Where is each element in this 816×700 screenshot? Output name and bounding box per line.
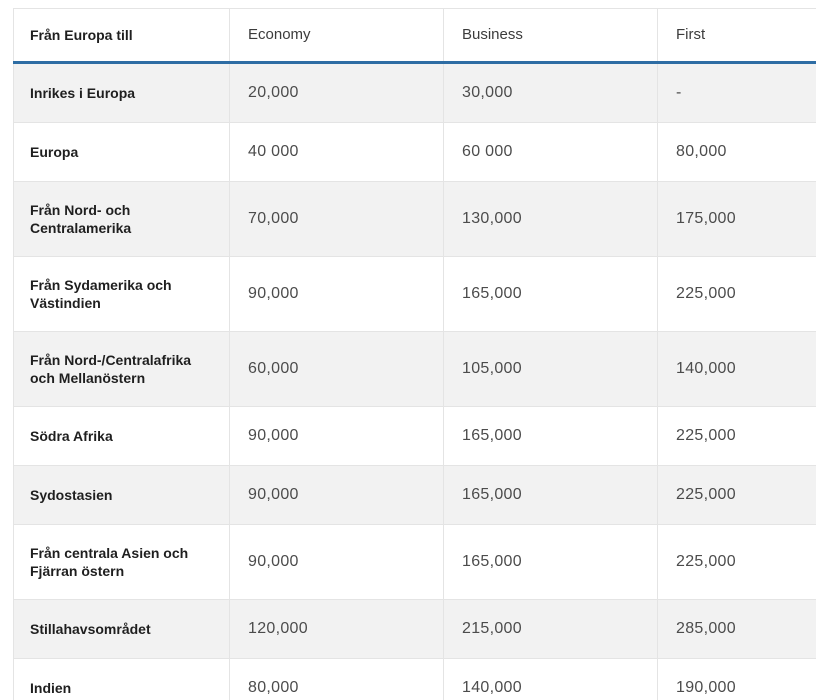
business-cell: 130,000 [443, 181, 658, 257]
first-cell: 285,000 [657, 599, 816, 659]
table-row: Från Nord-/Centralafrika och Mellanöster… [13, 331, 816, 407]
header-row: Från Europa till Economy Business First [13, 8, 816, 63]
row-label-cell: Från Sydamerika och Västindien [13, 256, 230, 332]
economy-cell: 120,000 [229, 599, 444, 659]
column-header-first: First [657, 8, 816, 63]
row-label-cell: Södra Afrika [13, 406, 230, 466]
business-cell: 165,000 [443, 256, 658, 332]
business-cell: 165,000 [443, 465, 658, 525]
table-row: Stillahavsområdet 120,000 215,000 285,00… [13, 599, 816, 659]
first-cell: 140,000 [657, 331, 816, 407]
row-label-cell: Europa [13, 122, 230, 182]
column-header-business: Business [443, 8, 658, 63]
economy-cell: 90,000 [229, 465, 444, 525]
table-row: Inrikes i Europa 20,000 30,000 - [13, 62, 816, 123]
award-table-wrap: Från Europa till Economy Business First … [13, 8, 816, 700]
business-cell: 140,000 [443, 658, 658, 700]
economy-cell: 90,000 [229, 524, 444, 600]
business-cell: 105,000 [443, 331, 658, 407]
column-header-origin: Från Europa till [13, 8, 230, 63]
row-label-cell: Sydostasien [13, 465, 230, 525]
award-table-body: Inrikes i Europa 20,000 30,000 - Europa … [13, 62, 816, 700]
row-label-cell: Inrikes i Europa [13, 62, 230, 123]
first-cell: 175,000 [657, 181, 816, 257]
first-cell: 225,000 [657, 406, 816, 466]
first-cell: 225,000 [657, 256, 816, 332]
award-table: Från Europa till Economy Business First … [13, 8, 816, 700]
economy-cell: 70,000 [229, 181, 444, 257]
first-cell: 225,000 [657, 524, 816, 600]
table-row: Indien 80,000 140,000 190,000 [13, 658, 816, 700]
business-cell: 215,000 [443, 599, 658, 659]
first-cell: 225,000 [657, 465, 816, 525]
table-row: Från Sydamerika och Västindien 90,000 16… [13, 256, 816, 332]
economy-cell: 90,000 [229, 406, 444, 466]
first-cell: 190,000 [657, 658, 816, 700]
economy-cell: 80,000 [229, 658, 444, 700]
table-row: Från Nord- och Centralamerika 70,000 130… [13, 181, 816, 257]
economy-cell: 20,000 [229, 62, 444, 123]
row-label-cell: Från Nord- och Centralamerika [13, 181, 230, 257]
first-cell: - [657, 62, 816, 123]
award-table-header: Från Europa till Economy Business First [13, 8, 816, 63]
economy-cell: 40 000 [229, 122, 444, 182]
table-row: Södra Afrika 90,000 165,000 225,000 [13, 406, 816, 466]
economy-cell: 90,000 [229, 256, 444, 332]
row-label-cell: Från centrala Asien och Fjärran östern [13, 524, 230, 600]
row-label-cell: Stillahavsområdet [13, 599, 230, 659]
table-row: Sydostasien 90,000 165,000 225,000 [13, 465, 816, 525]
column-header-economy: Economy [229, 8, 444, 63]
row-label-cell: Indien [13, 658, 230, 700]
economy-cell: 60,000 [229, 331, 444, 407]
first-cell: 80,000 [657, 122, 816, 182]
business-cell: 165,000 [443, 406, 658, 466]
business-cell: 60 000 [443, 122, 658, 182]
business-cell: 165,000 [443, 524, 658, 600]
row-label-cell: Från Nord-/Centralafrika och Mellanöster… [13, 331, 230, 407]
table-row: Europa 40 000 60 000 80,000 [13, 122, 816, 182]
table-row: Från centrala Asien och Fjärran östern 9… [13, 524, 816, 600]
business-cell: 30,000 [443, 62, 658, 123]
